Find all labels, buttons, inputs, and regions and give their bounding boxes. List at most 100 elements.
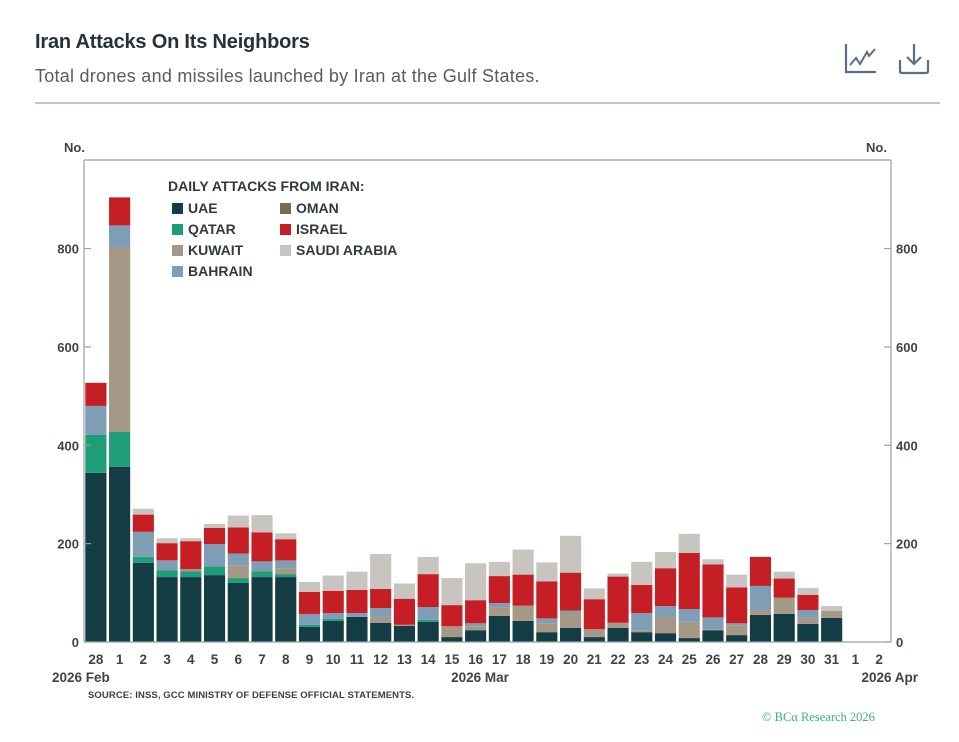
bar-bahrain-16 bbox=[465, 623, 487, 627]
legend-swatch bbox=[172, 265, 183, 277]
bar-qatar-7 bbox=[251, 571, 273, 578]
legend-label: SAUDI ARABIA bbox=[296, 242, 398, 258]
bar-bahrain-5 bbox=[203, 544, 226, 567]
bar-saudi-arabia-11 bbox=[346, 571, 368, 590]
bar-kuwait-24 bbox=[654, 616, 677, 634]
bar-israel-7 bbox=[251, 532, 273, 562]
bar-saudi-arabia-30 bbox=[797, 587, 819, 595]
legend-label: BAHRAIN bbox=[188, 263, 253, 279]
bar-bahrain-12 bbox=[370, 608, 392, 617]
bar-israel-11 bbox=[346, 589, 368, 613]
bar-kuwait-26 bbox=[702, 629, 724, 631]
legend-item-kuwait: KUWAIT bbox=[172, 242, 243, 258]
x-tick-label: 17 bbox=[492, 652, 507, 667]
bar-bahrain-24 bbox=[654, 606, 677, 617]
bar-saudi-arabia-29 bbox=[773, 571, 795, 579]
bar-qatar-10 bbox=[322, 618, 344, 621]
bar-qatar-6 bbox=[227, 578, 249, 583]
x-tick-label: 9 bbox=[306, 652, 314, 667]
bar-israel-29 bbox=[773, 578, 795, 598]
period-label: 2026 Mar bbox=[451, 670, 510, 685]
bar-bahrain-7 bbox=[251, 561, 273, 572]
bar-israel-5 bbox=[203, 527, 226, 545]
x-tick-label: 28 bbox=[753, 652, 769, 667]
bar-bahrain-11 bbox=[346, 612, 368, 617]
bar-saudi-arabia-13 bbox=[393, 583, 415, 599]
bar-saudi-arabia-14 bbox=[417, 556, 439, 575]
x-tick-label: 5 bbox=[211, 652, 219, 667]
legend-item-israel: ISRAEL bbox=[280, 221, 347, 237]
bar-israel-12 bbox=[370, 588, 392, 609]
bar-israel-9 bbox=[298, 591, 321, 614]
bar-kuwait-18 bbox=[512, 605, 534, 621]
chart-title: Iran Attacks On Its Neighbors bbox=[35, 31, 310, 53]
bar-uae-28 bbox=[749, 614, 772, 642]
bar-bahrain-26 bbox=[702, 617, 724, 630]
x-tick-label: 15 bbox=[444, 652, 460, 667]
x-tick-label: 24 bbox=[658, 652, 674, 667]
x-tick-label: 1 bbox=[852, 652, 860, 667]
bar-saudi-arabia-15 bbox=[441, 578, 463, 606]
bar-bahrain-25 bbox=[678, 609, 700, 622]
bar-qatar-3 bbox=[156, 570, 178, 578]
x-tick-label: 7 bbox=[258, 652, 266, 667]
legend-swatch bbox=[280, 244, 291, 256]
line-chart-button[interactable] bbox=[843, 41, 879, 77]
bar-uae-16 bbox=[465, 630, 487, 642]
x-tick-label: 26 bbox=[705, 652, 721, 667]
bar-bahrain-6 bbox=[227, 553, 249, 566]
bar-kuwait-16 bbox=[465, 626, 487, 631]
legend-item-qatar: QATAR bbox=[172, 221, 236, 237]
bar-kuwait-17 bbox=[488, 607, 510, 616]
x-tick-label: 4 bbox=[187, 652, 195, 667]
bar-kuwait-29 bbox=[773, 597, 795, 614]
x-tick-label: 2 bbox=[875, 652, 883, 667]
bar-bahrain-10 bbox=[322, 612, 344, 619]
legend-swatch bbox=[280, 223, 291, 235]
bar-israel-22 bbox=[607, 576, 629, 623]
x-tick-label: 10 bbox=[326, 652, 341, 667]
bar-saudi-arabia-7 bbox=[251, 515, 273, 533]
bar-israel-21 bbox=[583, 599, 605, 630]
bar-saudi-arabia-21 bbox=[583, 588, 605, 600]
bar-kuwait-19 bbox=[536, 623, 558, 633]
bar-kuwait-25 bbox=[678, 621, 700, 639]
bar-uae-25 bbox=[678, 638, 700, 642]
bar-israel-10 bbox=[322, 590, 344, 613]
legend-title: DAILY ATTACKS FROM IRAN: bbox=[168, 178, 365, 194]
bar-qatar-2 bbox=[132, 556, 154, 563]
bar-israel-20 bbox=[560, 572, 582, 611]
legend-label: KUWAIT bbox=[188, 242, 244, 258]
x-tick-label: 12 bbox=[373, 652, 388, 667]
legend-item-uae: UAE bbox=[172, 200, 218, 216]
bar-uae-23 bbox=[631, 632, 653, 642]
bars bbox=[85, 197, 843, 642]
right-y-tick-label: 800 bbox=[896, 242, 918, 257]
left-y-tick-label: 200 bbox=[57, 537, 79, 552]
bar-kuwait-8 bbox=[275, 568, 297, 575]
bar-bahrain-14 bbox=[417, 607, 439, 620]
bar-kuwait-21 bbox=[583, 629, 605, 638]
bar-saudi-arabia-8 bbox=[275, 533, 297, 540]
bar-kuwait-28 bbox=[749, 610, 772, 615]
legend-swatch bbox=[172, 244, 183, 256]
bar-kuwait-20 bbox=[560, 612, 582, 628]
legend-label: QATAR bbox=[188, 221, 236, 237]
source-note: SOURCE: INSS, GCC MINISTRY OF DEFENSE OF… bbox=[88, 690, 415, 701]
bar-israel-26 bbox=[702, 564, 724, 618]
right-y-tick-label: 0 bbox=[896, 635, 903, 650]
x-tick-label: 29 bbox=[777, 652, 792, 667]
download-button[interactable] bbox=[896, 41, 932, 77]
legend-swatch bbox=[172, 223, 183, 235]
bar-saudi-arabia-22 bbox=[607, 573, 629, 577]
right-y-tick-label: 400 bbox=[896, 438, 918, 453]
x-tick-label: 21 bbox=[587, 652, 603, 667]
x-tick-label: 19 bbox=[539, 652, 554, 667]
bar-saudi-arabia-24 bbox=[654, 551, 677, 569]
bar-uae-3 bbox=[156, 577, 178, 642]
bar-bahrain-8 bbox=[275, 560, 297, 569]
bar-uae-13 bbox=[393, 625, 415, 642]
bar-bahrain-23 bbox=[631, 612, 653, 631]
bar-saudi-arabia-27 bbox=[726, 574, 748, 588]
period-label: 2026 Apr bbox=[861, 670, 918, 685]
